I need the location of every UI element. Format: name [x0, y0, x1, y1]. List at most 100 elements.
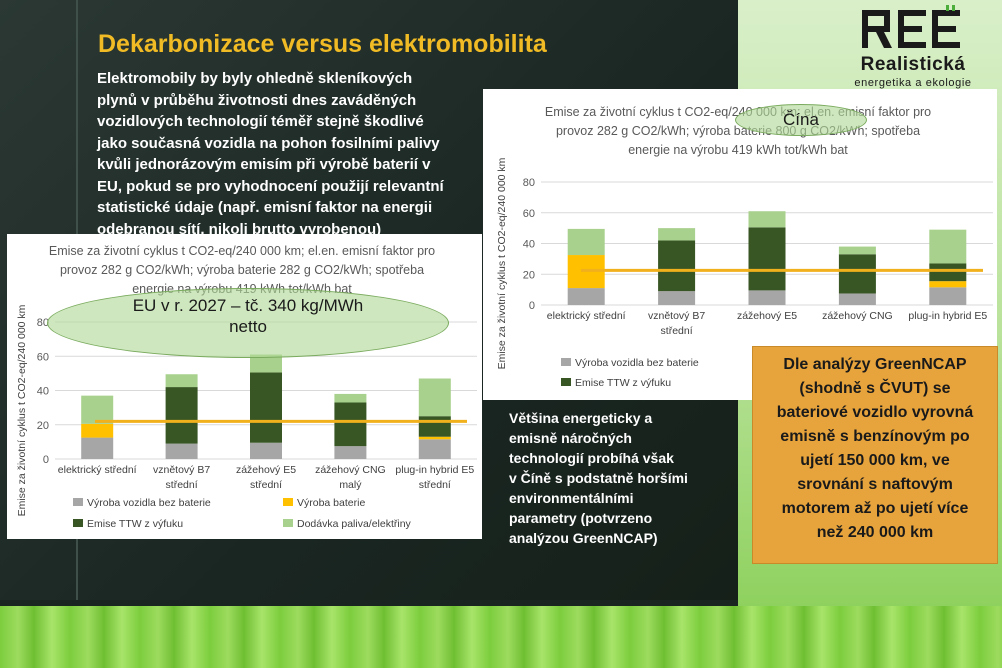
greenncap-callout: Dle analýzy GreenNCAP (shodně s ČVUT) se…	[752, 346, 998, 564]
note-line: technologií probíhá však	[509, 450, 674, 466]
bar-segment	[418, 439, 451, 459]
category-label: zážehový CNG	[315, 464, 386, 476]
legend-label: Emise TTW z výfuku	[575, 377, 671, 389]
bar-segment	[334, 402, 367, 447]
note-line: parametry (potvrzeno	[509, 510, 653, 526]
bar-segment	[418, 436, 451, 440]
decorative-grass-strip	[0, 606, 1002, 668]
legend-swatch	[73, 519, 83, 527]
chart-eu: 0 20 40 60 80 Emise za životní cyklus t CO2-e…	[16, 304, 477, 530]
bar-segment	[81, 437, 114, 459]
bar-segment	[929, 281, 967, 288]
intro-text: Elektromobily by byly ohledně skleníkový…	[97, 68, 482, 197]
category-label: střední	[419, 479, 451, 491]
annotation-line: EU v r. 2027 – tč. 340 kg/MWh	[132, 296, 364, 315]
callout-line: Dle analýzy GreenNCAP	[783, 356, 967, 373]
legend-label: Dodávka paliva/elektřiny	[297, 518, 412, 530]
note-line: v Číně s podstatně horšími	[509, 470, 688, 486]
legend-label: Emise TTW z výfuku	[87, 518, 183, 530]
intro-line: jako současná vozidla na pohon fosilními…	[97, 134, 440, 152]
category-label: zážehový E5	[737, 310, 797, 322]
chart-panel-eu: Emise za životní cyklus t CO2-eq/240 000…	[7, 234, 482, 539]
category-label: vznětový B7	[648, 310, 705, 322]
annotation-bubble-eu: EU v r. 2027 – tč. 340 kg/MWh netto	[47, 288, 449, 358]
bar-segment	[250, 354, 282, 373]
bar-segment	[929, 287, 967, 305]
callout-line: než 240 000 km	[816, 524, 934, 541]
bar-segment	[250, 442, 282, 459]
bar-segment	[929, 263, 967, 282]
y-tick-label: 60	[523, 208, 535, 220]
callout-line: emisně s benzínovým po	[780, 428, 970, 445]
annotation-bubble-china: Čína	[735, 104, 867, 136]
chart-title-line: provoz 282 g CO2/kWh; výroba baterie 282…	[59, 263, 425, 277]
bar-segment	[334, 446, 367, 459]
note-line: environmentálními	[509, 490, 634, 506]
legend-swatch	[283, 498, 293, 506]
y-tick-label: 0	[43, 454, 49, 466]
bar-segment	[838, 246, 876, 255]
y-tick-label: 20	[523, 269, 535, 281]
logo-name: Realistická	[860, 54, 966, 75]
y-axis-label: Emise za životní cyklus t CO2-eq/240 000…	[16, 304, 28, 516]
logo-subtitle: energetika a ekologie	[854, 77, 972, 89]
legend-label: Výroba vozidla bez baterie	[87, 497, 211, 509]
category-label: střední	[250, 479, 282, 491]
intro-text-continued: statistické údaje (např. emisní faktor n…	[97, 197, 487, 240]
legend-label: Výroba baterie	[297, 497, 365, 509]
intro-line: kvůli jednorázovým emisím při výrobě bat…	[97, 156, 431, 173]
callout-line: bateriové vozidlo vyrovná	[776, 404, 974, 421]
callout-line: srovnání s naftovým	[797, 476, 953, 493]
category-label: zážehový CNG	[822, 310, 893, 322]
chart-title-line: energie na výrobu 419 kWh tot/kWh bat	[628, 143, 848, 157]
bar-segment	[658, 240, 696, 292]
bar-segment	[250, 372, 282, 443]
category-label: vznětový B7	[153, 464, 210, 476]
note-line: analýzou GreenNCAP)	[509, 530, 658, 546]
logo: Realistická energetika a ekologie	[838, 5, 988, 89]
intro-line: EU, pokud se pro vyhodnocení použijí rel…	[97, 177, 444, 195]
bar-segment	[658, 228, 696, 241]
callout-text: Dle analýzy GreenNCAP (shodně s ČVUT) se…	[761, 353, 989, 545]
y-tick-label: 40	[523, 239, 535, 251]
legend-swatch	[283, 519, 293, 527]
y-tick-label: 80	[37, 317, 49, 329]
bar-segment	[838, 293, 876, 305]
bar-segment	[658, 291, 696, 305]
legend-swatch	[73, 498, 83, 506]
callout-line: motorem až po ujetí více	[781, 500, 969, 517]
bar-segment	[838, 254, 876, 294]
intro-line: Elektromobily by byly ohledně skleníkový…	[97, 70, 413, 87]
y-tick-label: 80	[523, 177, 535, 189]
bar-segment	[81, 395, 114, 424]
y-tick-label: 40	[37, 386, 49, 398]
bar-segment	[748, 290, 786, 305]
legend-label: Výroba vozidla bez baterie	[575, 357, 699, 369]
decorative-band	[0, 600, 738, 610]
bar-segment	[165, 443, 198, 459]
bar-segment	[334, 393, 367, 403]
y-axis-label: Emise za životní cyklus t CO2-eq/240 000…	[496, 157, 508, 369]
category-label: střední	[166, 479, 198, 491]
annotation-line: netto	[229, 317, 267, 336]
y-tick-label: 20	[37, 420, 49, 432]
category-label: plug-in hybrid E5	[908, 310, 987, 322]
bar-segment	[748, 211, 786, 228]
callout-line: ujetí 150 000 km, ve	[800, 452, 950, 469]
bar-segment	[929, 229, 967, 264]
annotation-text: Čína	[783, 110, 819, 129]
category-label: malý	[339, 479, 362, 491]
bar-segment	[81, 423, 114, 438]
slide-title: Dekarbonizace versus elektromobilita	[98, 30, 547, 58]
category-label: zážehový E5	[236, 464, 296, 476]
legend-swatch	[561, 358, 571, 366]
chart-title-line: Emise za životní cyklus t CO2-eq/240 000…	[48, 244, 436, 258]
intro-line: odebranou sítí, nikoli brutto vyrobenou)	[97, 220, 382, 238]
bar-segment	[567, 288, 605, 305]
category-label: elektrický střední	[547, 310, 626, 322]
china-note-text: Většina energeticky a emisně náročných t…	[509, 408, 735, 548]
legend-swatch	[561, 378, 571, 386]
y-tick-label: 0	[529, 300, 535, 312]
bar-segment	[567, 228, 605, 256]
bar-segment	[165, 387, 198, 444]
